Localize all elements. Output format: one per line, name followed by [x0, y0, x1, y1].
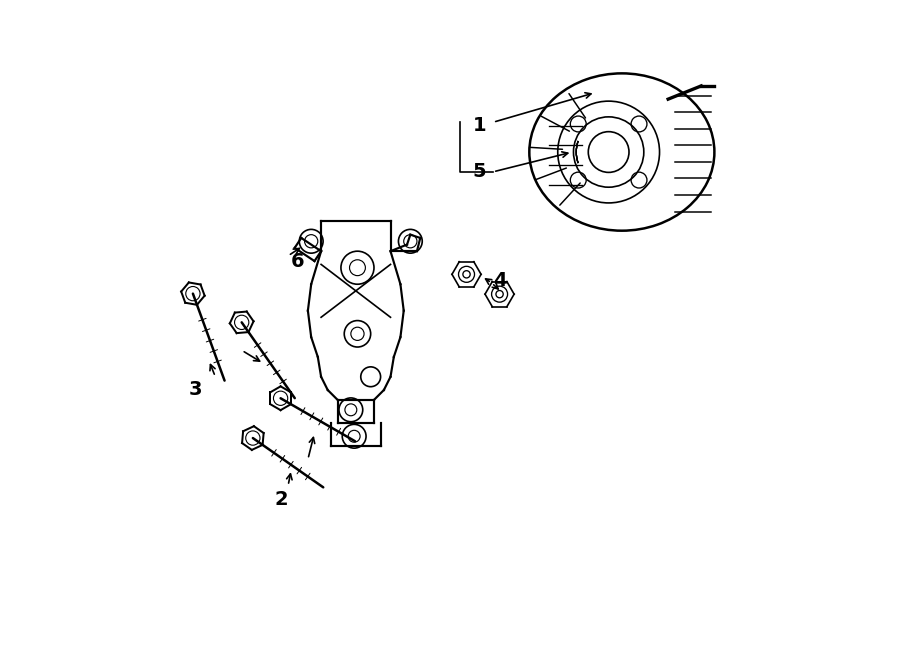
Text: 5: 5 — [472, 163, 487, 181]
Text: 6: 6 — [292, 252, 305, 270]
Text: 4: 4 — [493, 272, 507, 290]
Text: 2: 2 — [274, 490, 288, 508]
Text: 3: 3 — [189, 381, 202, 399]
Text: 1: 1 — [472, 116, 487, 135]
